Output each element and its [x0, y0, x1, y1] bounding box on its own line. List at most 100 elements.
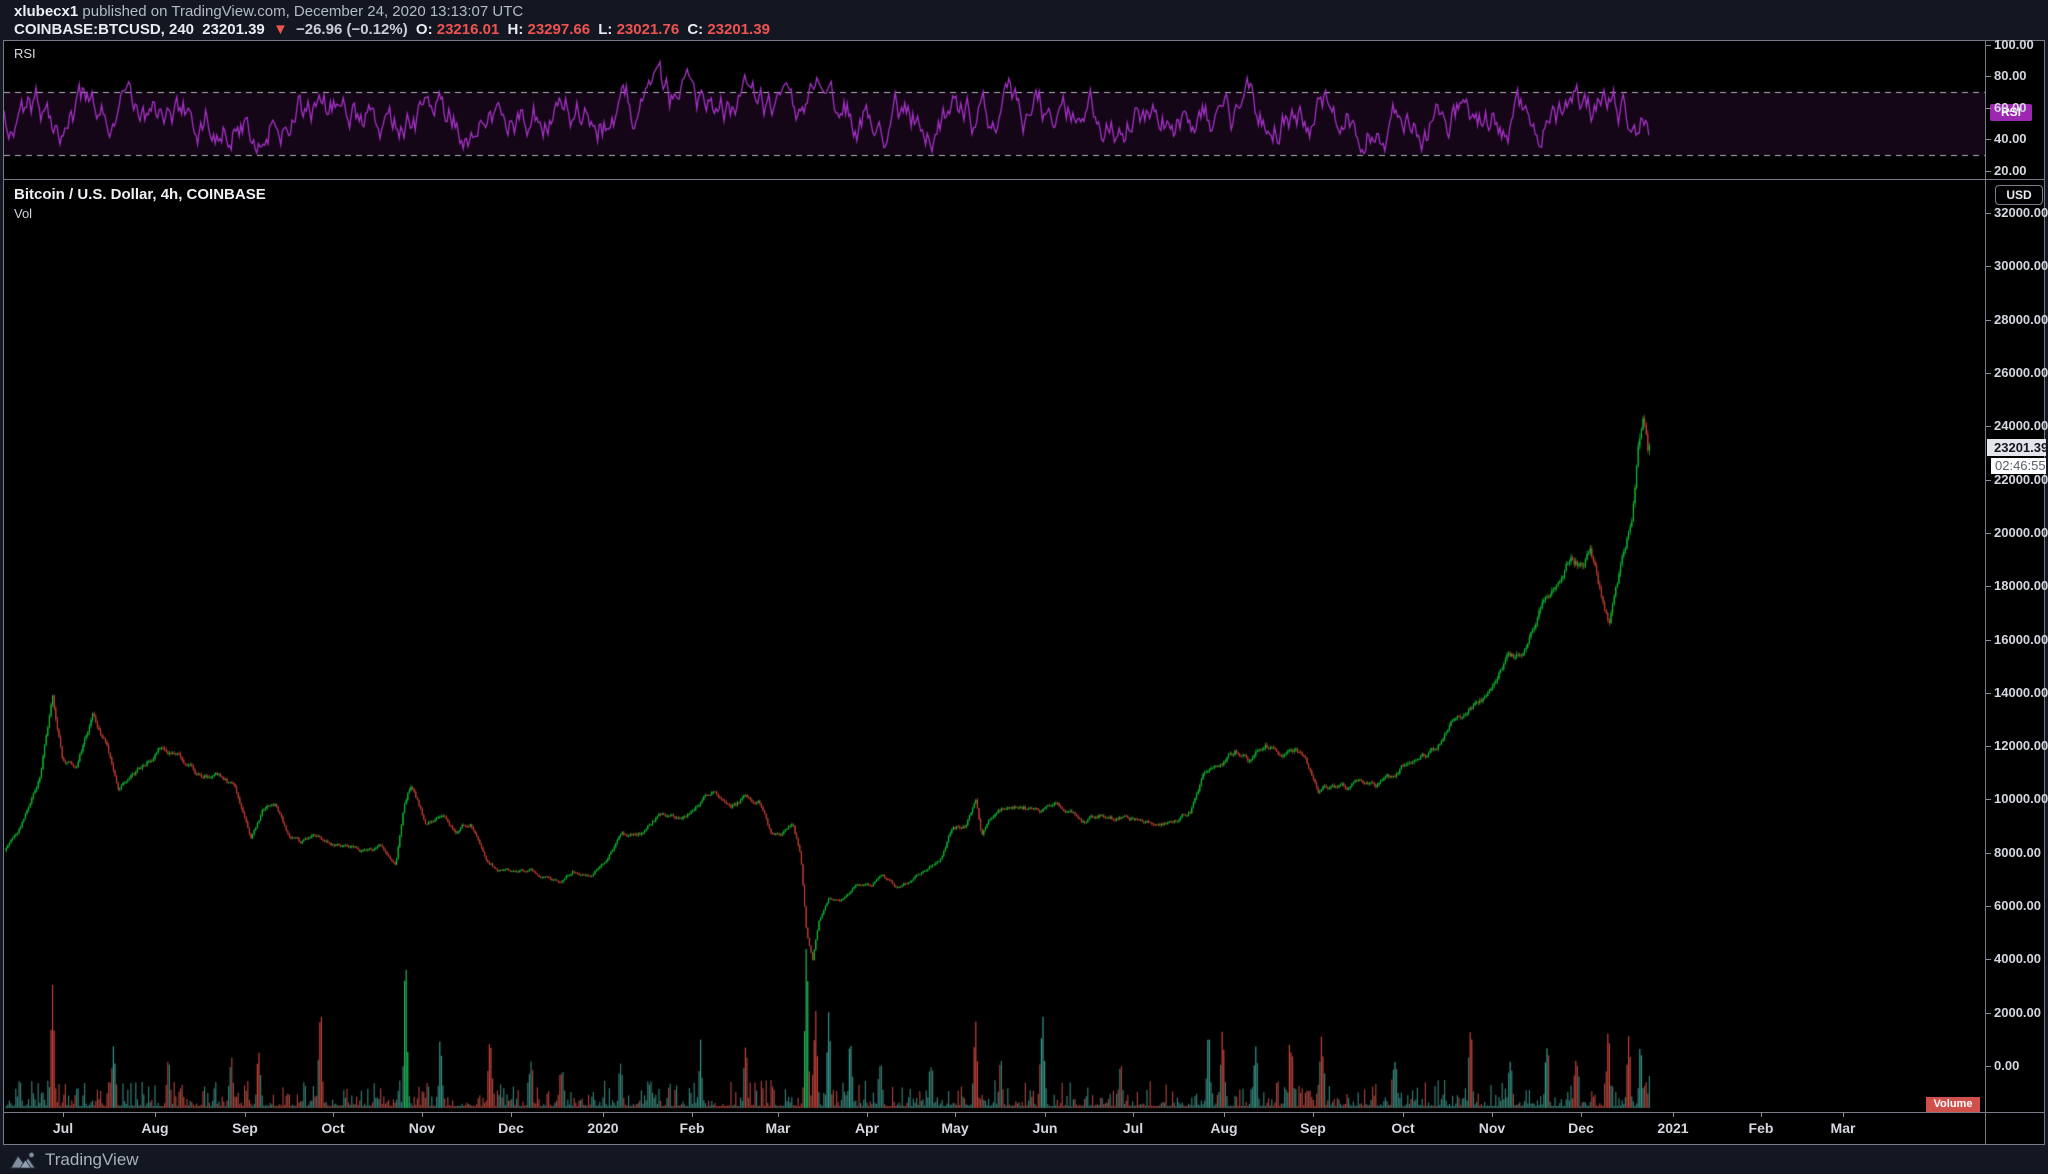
publish-byline: xlubecx1 published on TradingView.com, D…: [14, 3, 523, 20]
time-tick: [155, 1112, 156, 1117]
time-label: Oct: [321, 1120, 345, 1136]
scale-tick: [1986, 170, 1991, 172]
scale-tick: [1986, 959, 1991, 961]
scale-label: 12000.00: [1994, 738, 2048, 754]
time-label: Dec: [498, 1120, 524, 1136]
time-tick: [867, 1112, 868, 1117]
scale-label: 18000.00: [1994, 578, 2048, 594]
rsi-pane-label: RSI: [14, 46, 36, 61]
symbol-name: COINBASE:BTCUSD, 240: [14, 21, 195, 38]
scale-tick: [1986, 426, 1991, 428]
time-tick: [422, 1112, 423, 1117]
scale-label: 0.00: [1994, 1058, 2020, 1073]
time-label: Oct: [1391, 1120, 1415, 1136]
scale-label: 32000.00: [1994, 205, 2048, 220]
open-label: O:: [415, 21, 433, 38]
scale-tick: [1986, 532, 1991, 534]
time-label: Mar: [765, 1120, 791, 1136]
time-label: Jun: [1032, 1120, 1058, 1136]
scale-label: 14000.00: [1994, 684, 2048, 700]
volume-indicator-label: Vol: [14, 206, 33, 221]
time-label: Sep: [1300, 1120, 1326, 1136]
scale-label: 6000.00: [1994, 898, 2041, 914]
time-tick: [955, 1112, 956, 1117]
time-tick: [1403, 1112, 1404, 1117]
time-axis-separator: [3, 1112, 2045, 1113]
byline-rest: published on TradingView.com, December 2…: [78, 3, 524, 20]
symbol-ohlc-line: COINBASE:BTCUSD, 240 23201.39 ▼ −26.96 (…: [14, 21, 774, 38]
scale-label: 16000.00: [1994, 631, 2048, 647]
currency-toggle-button[interactable]: USD: [1995, 185, 2043, 205]
scale-label: 4000.00: [1994, 951, 2041, 967]
time-tick: [692, 1112, 693, 1117]
low-value: 23021.76: [616, 21, 680, 38]
frame-top: [3, 40, 2045, 41]
open-value: 23216.01: [436, 21, 500, 38]
scale-label: 26000.00: [1994, 364, 2048, 380]
scale-label: 2000.00: [1994, 1004, 2041, 1020]
pane-separator[interactable]: [3, 179, 2045, 180]
scale-tick: [1986, 692, 1991, 694]
time-tick: [1843, 1112, 1844, 1117]
scale-label: 60.00: [1994, 99, 2027, 115]
time-tick: [1313, 1112, 1314, 1117]
time-label: May: [941, 1120, 969, 1136]
chart-title: Bitcoin / U.S. Dollar, 4h, COINBASE: [14, 186, 266, 203]
rsi-value-badge: RSI: [1990, 104, 2032, 121]
time-label: Nov: [1478, 1120, 1506, 1136]
time-tick: [1761, 1112, 1762, 1117]
time-tick: [245, 1112, 246, 1117]
time-tick: [1581, 1112, 1582, 1117]
scale-label: 100.00: [1994, 36, 2034, 52]
close-label: C:: [687, 21, 704, 38]
scale-tick: [1986, 1012, 1991, 1014]
time-tick: [333, 1112, 334, 1117]
time-label: Feb: [679, 1120, 705, 1136]
byline-username: xlubecx1: [14, 3, 79, 20]
scale-tick: [1986, 639, 1991, 641]
price-pane-canvas[interactable]: [4, 180, 1985, 1112]
time-tick: [603, 1112, 604, 1117]
frame-left: [3, 40, 4, 1145]
tradingview-logo-link[interactable]: TradingView: [10, 1147, 139, 1173]
last-price-badge: 23201.39: [1987, 439, 2048, 456]
scale-tick: [1986, 213, 1991, 214]
scale-tick: [1986, 44, 1991, 46]
scale-tick: [1986, 1066, 1991, 1067]
time-tick: [1045, 1112, 1046, 1117]
scale-label: 30000.00: [1994, 258, 2048, 274]
rsi-pane-canvas[interactable]: [4, 41, 1985, 179]
scale-tick: [1986, 586, 1991, 588]
time-label: Apr: [854, 1120, 880, 1136]
high-value: 23297.66: [527, 21, 591, 38]
scale-label: 22000.00: [1994, 471, 2048, 487]
scale-tick: [1986, 906, 1991, 908]
time-tick: [63, 1112, 64, 1117]
scale-tick: [1986, 372, 1991, 374]
volume-badge: Volume: [1926, 1097, 1980, 1112]
time-label: Nov: [408, 1120, 436, 1136]
scale-label: 28000.00: [1994, 311, 2048, 327]
time-tick: [1673, 1112, 1674, 1117]
time-tick: [1492, 1112, 1493, 1117]
high-label: H:: [507, 21, 524, 38]
frame-right: [2044, 40, 2045, 1145]
price-scale-separator: [1985, 40, 1986, 1144]
scale-tick: [1986, 107, 1991, 109]
time-label: Aug: [141, 1120, 169, 1136]
low-label: L:: [598, 21, 613, 38]
scale-tick: [1986, 746, 1991, 748]
scale-label: 8000.00: [1994, 844, 2041, 860]
frame-bottom: [3, 1144, 2045, 1145]
time-label: 2020: [587, 1120, 619, 1136]
last-price: 23201.39: [202, 21, 265, 38]
scale-tick: [1986, 479, 1991, 481]
time-label: Jul: [1122, 1120, 1144, 1136]
time-label: Jul: [52, 1120, 74, 1136]
time-tick: [1133, 1112, 1134, 1117]
time-label: Sep: [232, 1120, 258, 1136]
price-change: −26.96 (−0.12%): [295, 21, 408, 38]
scale-tick: [1986, 266, 1991, 268]
scale-label: 40.00: [1994, 131, 2027, 147]
time-label: Dec: [1568, 1120, 1594, 1136]
